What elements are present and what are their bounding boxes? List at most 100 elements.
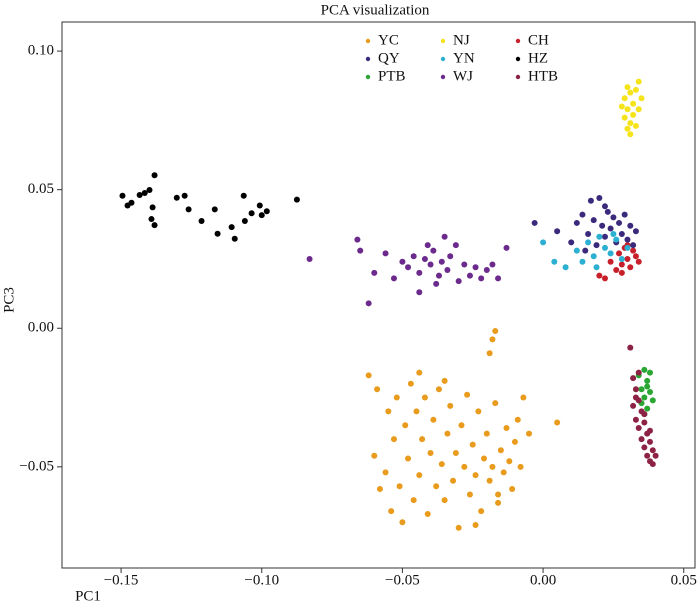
point — [632, 86, 639, 93]
point — [435, 386, 442, 393]
point — [430, 247, 437, 254]
point — [627, 120, 634, 127]
point — [554, 419, 561, 426]
point — [492, 400, 499, 407]
point — [214, 230, 221, 237]
point — [632, 228, 639, 235]
point — [503, 425, 510, 432]
point — [427, 261, 434, 268]
point — [573, 247, 580, 254]
point — [632, 386, 639, 393]
point — [582, 247, 589, 254]
point — [613, 236, 620, 243]
point — [646, 389, 653, 396]
point — [596, 194, 603, 201]
point — [466, 272, 473, 279]
point — [649, 397, 656, 404]
point — [438, 461, 445, 468]
point — [632, 416, 639, 423]
point — [627, 131, 634, 138]
point — [433, 483, 440, 490]
point — [621, 211, 628, 218]
point — [644, 377, 651, 384]
point — [228, 224, 235, 231]
point — [635, 258, 642, 265]
point — [641, 366, 648, 373]
legend-marker — [440, 38, 446, 44]
point — [601, 244, 608, 251]
point — [627, 222, 634, 229]
point — [240, 192, 247, 199]
legend-marker — [440, 74, 446, 80]
point — [466, 491, 473, 498]
point — [478, 275, 485, 282]
point — [630, 375, 637, 382]
point — [433, 280, 440, 287]
legend-label: NJ — [453, 32, 470, 48]
point — [630, 111, 637, 118]
x-tick-label: 0.05 — [671, 572, 697, 588]
point — [248, 210, 255, 217]
point — [562, 264, 569, 271]
point — [483, 267, 490, 274]
point — [388, 508, 395, 515]
legend-marker — [515, 56, 521, 62]
legend-marker — [515, 38, 521, 44]
point — [410, 253, 417, 260]
point — [450, 477, 457, 484]
x-tick-label: −0.15 — [104, 572, 139, 588]
point — [421, 255, 428, 262]
point — [630, 247, 637, 254]
point — [644, 452, 651, 459]
point — [416, 269, 423, 276]
point — [424, 242, 431, 249]
point — [604, 208, 611, 215]
point — [646, 427, 653, 434]
point — [405, 455, 412, 462]
point — [472, 264, 479, 271]
point — [455, 278, 462, 285]
point — [416, 369, 423, 376]
point — [489, 463, 496, 470]
point — [421, 394, 428, 401]
y-tick-label: 0.00 — [28, 320, 54, 336]
point — [390, 275, 397, 282]
point — [424, 510, 431, 517]
point — [365, 300, 372, 307]
point — [399, 258, 406, 265]
point — [638, 436, 645, 443]
point — [624, 244, 631, 251]
point — [416, 289, 423, 296]
point — [585, 231, 592, 238]
point — [489, 261, 496, 268]
point — [526, 430, 533, 437]
point — [641, 419, 648, 426]
point — [596, 233, 603, 240]
point — [365, 372, 372, 379]
point — [641, 444, 648, 451]
point — [627, 344, 634, 351]
point — [568, 239, 575, 246]
point — [455, 524, 462, 531]
point — [607, 258, 614, 265]
point — [632, 394, 639, 401]
point — [385, 408, 392, 415]
point — [618, 255, 625, 262]
point — [393, 394, 400, 401]
legend-marker — [515, 74, 521, 80]
point — [596, 272, 603, 279]
point — [500, 469, 507, 476]
x-tick-label: −0.10 — [244, 572, 279, 588]
y-tick-label: 0.10 — [28, 43, 54, 59]
y-tick-label: −0.05 — [19, 458, 54, 474]
point — [638, 95, 645, 102]
point — [141, 190, 148, 197]
legend-label: YN — [453, 50, 475, 66]
point — [185, 206, 192, 213]
point — [447, 253, 454, 260]
point — [624, 125, 631, 132]
point — [593, 264, 600, 271]
legend-marker — [440, 56, 446, 62]
point — [478, 508, 485, 515]
point — [514, 416, 521, 423]
